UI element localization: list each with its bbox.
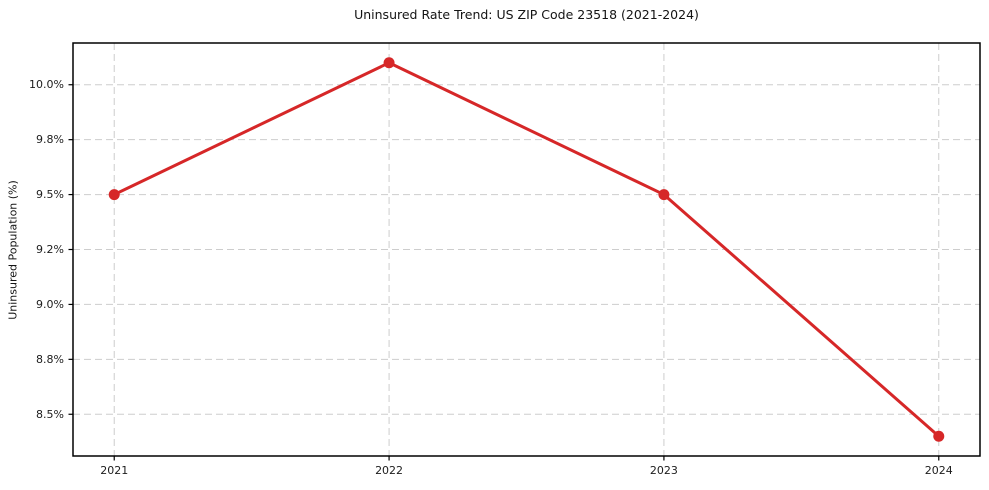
trend-line: [112, 61, 941, 438]
y-tick-label: 8.5%: [36, 408, 64, 421]
data-point-marker: [383, 57, 395, 69]
chart-title: Uninsured Rate Trend: US ZIP Code 23518 …: [354, 7, 699, 22]
y-tick-label: 9.2%: [36, 243, 64, 256]
data-point-marker: [658, 189, 670, 201]
x-tick-label: 2023: [650, 464, 678, 477]
y-tick-label: 9.8%: [36, 133, 64, 146]
y-tick-label: 9.0%: [36, 298, 64, 311]
y-tick-label: 10.0%: [29, 78, 64, 91]
y-tick-label: 8.8%: [36, 353, 64, 366]
x-tick-label: 2022: [375, 464, 403, 477]
data-point-marker: [933, 430, 945, 442]
y-tick-label: 9.5%: [36, 188, 64, 201]
x-tick-label: 2024: [925, 464, 953, 477]
x-tick-label: 2021: [100, 464, 128, 477]
data-point-marker: [108, 189, 120, 201]
